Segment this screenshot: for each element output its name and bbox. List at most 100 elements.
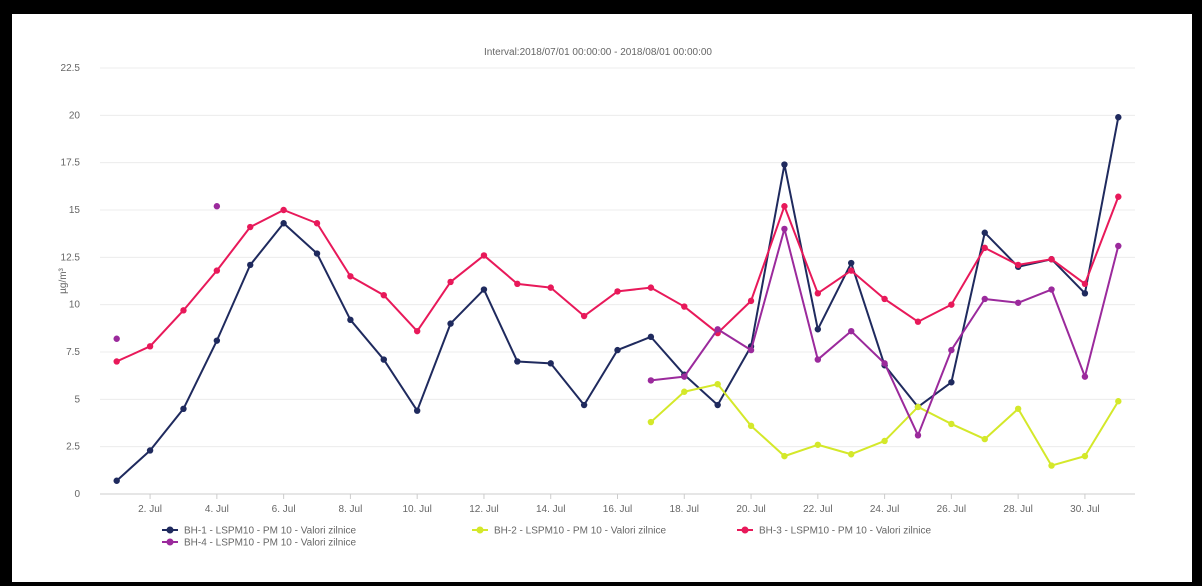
- data-point[interactable]: [213, 337, 221, 344]
- data-point[interactable]: [781, 225, 788, 233]
- data-point[interactable]: [413, 327, 421, 335]
- data-point[interactable]: [580, 312, 588, 320]
- data-point[interactable]: [981, 435, 988, 443]
- data-point[interactable]: [380, 356, 387, 363]
- data-point[interactable]: [814, 326, 822, 333]
- data-point[interactable]: [580, 401, 588, 409]
- data-point[interactable]: [347, 273, 354, 280]
- data-point[interactable]: [848, 451, 855, 458]
- data-point[interactable]: [514, 280, 521, 288]
- data-point[interactable]: [547, 360, 554, 367]
- data-point[interactable]: [781, 452, 788, 460]
- data-point[interactable]: [247, 261, 254, 269]
- data-point[interactable]: [113, 335, 120, 342]
- data-point[interactable]: [213, 267, 221, 274]
- data-point[interactable]: [1081, 452, 1089, 460]
- data-point[interactable]: [413, 407, 421, 414]
- legend-label: BH-3 - LSPM10 - PM 10 - Valori zilnice: [759, 526, 932, 537]
- data-point[interactable]: [814, 290, 822, 297]
- data-point[interactable]: [180, 307, 187, 314]
- data-point[interactable]: [647, 418, 655, 426]
- data-point[interactable]: [814, 441, 822, 448]
- legend-item[interactable]: BH-2 - LSPM10 - PM 10 - Valori zilnice: [472, 526, 667, 537]
- data-point[interactable]: [914, 403, 922, 411]
- data-point[interactable]: [1048, 462, 1055, 469]
- legend-item[interactable]: BH-3 - LSPM10 - PM 10 - Valori zilnice: [737, 526, 932, 537]
- data-point[interactable]: [447, 278, 454, 286]
- y-tick-label: 2.5: [66, 442, 80, 453]
- data-point[interactable]: [146, 447, 154, 454]
- data-point[interactable]: [1014, 261, 1022, 269]
- data-point[interactable]: [1115, 193, 1122, 200]
- data-point[interactable]: [647, 284, 655, 291]
- data-point[interactable]: [213, 203, 221, 210]
- data-point[interactable]: [948, 301, 955, 308]
- data-point[interactable]: [380, 292, 387, 299]
- data-point[interactable]: [1048, 286, 1055, 293]
- data-point[interactable]: [113, 358, 120, 365]
- data-point[interactable]: [714, 380, 721, 388]
- data-point[interactable]: [1081, 280, 1089, 288]
- data-point[interactable]: [1115, 398, 1122, 405]
- legend-item[interactable]: BH-4 - LSPM10 - PM 10 - Valori zilnice: [162, 538, 357, 549]
- data-point[interactable]: [614, 288, 621, 295]
- data-point[interactable]: [547, 284, 554, 291]
- data-point[interactable]: [313, 250, 321, 257]
- data-point[interactable]: [113, 477, 120, 484]
- data-point[interactable]: [347, 316, 354, 324]
- data-point[interactable]: [681, 303, 688, 310]
- data-point[interactable]: [1014, 405, 1022, 412]
- data-point[interactable]: [480, 252, 488, 259]
- data-point[interactable]: [948, 379, 955, 386]
- data-point[interactable]: [447, 320, 454, 327]
- data-point[interactable]: [313, 220, 321, 227]
- data-point[interactable]: [848, 267, 855, 274]
- data-point[interactable]: [948, 346, 955, 354]
- data-point[interactable]: [781, 161, 788, 168]
- data-point[interactable]: [814, 356, 822, 363]
- data-point[interactable]: [981, 295, 988, 303]
- data-point[interactable]: [1048, 256, 1055, 263]
- data-point[interactable]: [781, 203, 788, 210]
- data-point[interactable]: [1081, 290, 1089, 297]
- data-point[interactable]: [614, 346, 621, 354]
- legend-label: BH-2 - LSPM10 - PM 10 - Valori zilnice: [494, 526, 667, 537]
- data-point[interactable]: [747, 297, 755, 305]
- data-point[interactable]: [1014, 299, 1022, 306]
- data-point[interactable]: [247, 223, 254, 231]
- data-point[interactable]: [881, 360, 888, 367]
- x-tick-label: 30. Jul: [1070, 504, 1099, 515]
- data-point[interactable]: [848, 259, 855, 267]
- chart-title: Interval:2018/07/01 00:00:00 - 2018/08/0…: [484, 47, 712, 58]
- data-point[interactable]: [647, 333, 655, 341]
- data-point[interactable]: [1115, 242, 1122, 250]
- data-point[interactable]: [514, 358, 521, 365]
- data-point[interactable]: [714, 326, 721, 333]
- data-point[interactable]: [180, 405, 187, 412]
- data-point[interactable]: [1115, 114, 1122, 121]
- data-point[interactable]: [747, 346, 755, 354]
- data-point[interactable]: [981, 244, 988, 252]
- series-1: [113, 114, 1122, 484]
- data-point[interactable]: [848, 327, 855, 335]
- x-tick-label: 16. Jul: [603, 504, 632, 515]
- series-lines: [113, 114, 1122, 484]
- data-point[interactable]: [914, 318, 922, 325]
- data-point[interactable]: [681, 373, 688, 380]
- data-point[interactable]: [480, 286, 488, 293]
- data-point[interactable]: [981, 229, 988, 236]
- data-point[interactable]: [146, 343, 154, 350]
- data-point[interactable]: [948, 420, 955, 428]
- legend-item[interactable]: BH-1 - LSPM10 - PM 10 - Valori zilnice: [162, 526, 357, 537]
- data-point[interactable]: [280, 206, 287, 214]
- data-point[interactable]: [914, 432, 922, 439]
- data-point[interactable]: [881, 295, 888, 303]
- data-point[interactable]: [714, 401, 721, 409]
- data-point[interactable]: [1081, 373, 1089, 380]
- data-point[interactable]: [747, 422, 755, 430]
- x-tick-label: 6. Jul: [272, 504, 296, 515]
- data-point[interactable]: [647, 377, 655, 384]
- data-point[interactable]: [881, 437, 888, 445]
- data-point[interactable]: [681, 388, 688, 395]
- data-point[interactable]: [280, 220, 287, 227]
